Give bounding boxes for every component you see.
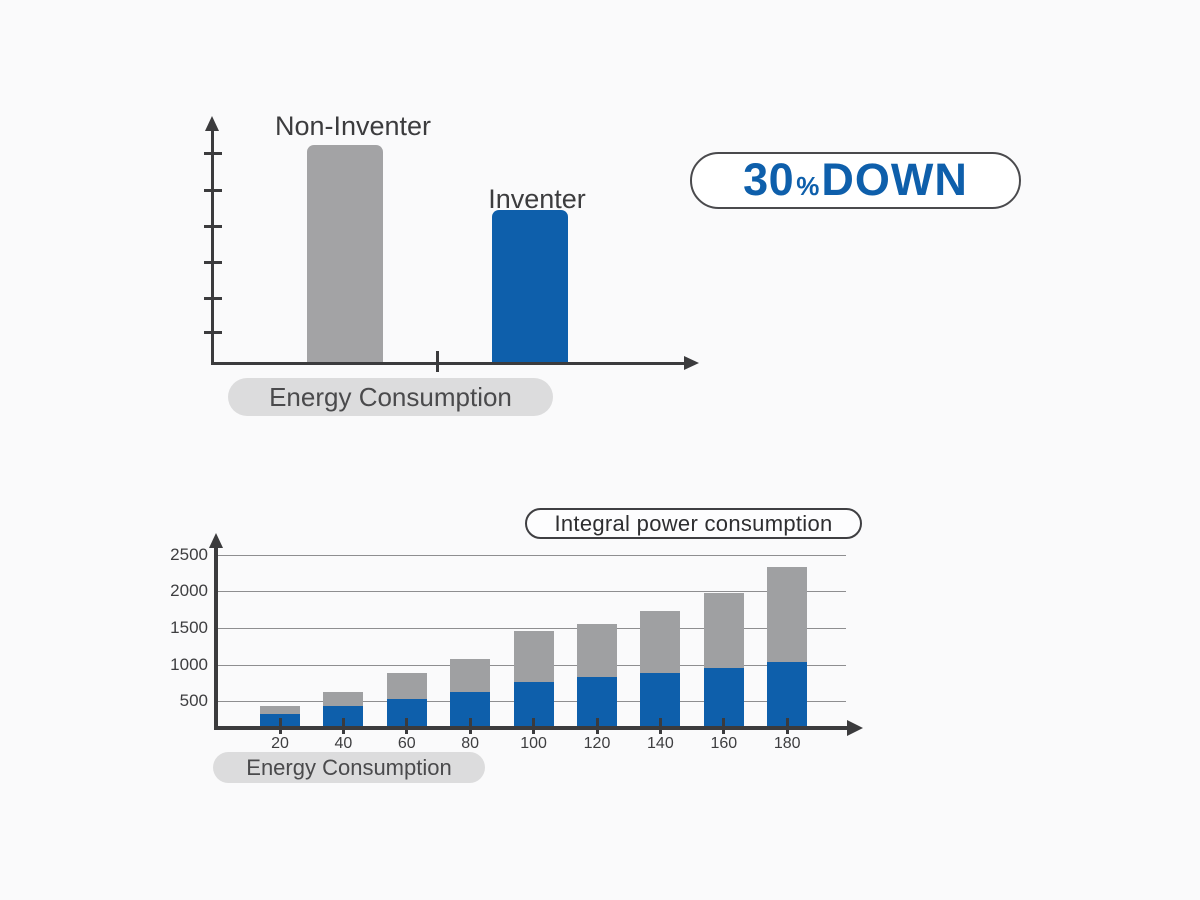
chart1-x-axis-tick [436,351,439,372]
bar-inventer [492,210,568,362]
y-tick-label-2500: 2500 [170,544,208,564]
stacked-bar-inventer-180 [767,662,808,726]
x-axis-tick-60 [405,718,409,734]
x-axis-tick-140 [658,718,662,734]
chart2-y-axis [214,547,218,730]
x-tick-label-120: 120 [583,735,611,752]
x-tick-label-80: 80 [461,735,480,752]
inventer-label: Inventer [488,184,586,214]
badge-word: DOWN [821,154,968,205]
x-tick-label-60: 60 [397,735,416,752]
y-tick-label-500: 500 [179,691,208,711]
chart2-title-pill: Integral power consumption [525,508,862,539]
chart1-x-axis [211,362,689,365]
gridline-2500 [216,554,846,556]
x-axis-tick-20 [278,718,282,734]
x-axis-tick-40 [341,718,345,734]
badge-number: 30 [743,154,795,205]
chart1-y-axis-tick [204,331,222,334]
x-axis-tick-120 [595,718,599,734]
energy-comparison-chart: Non-Inventer Inventer Energy Consumption [190,110,750,430]
chart1-y-axis-tick [204,225,222,228]
x-tick-label-180: 180 [773,735,801,752]
chart2-y-axis-arrowhead [209,533,223,548]
percent-down-badge: 30%DOWN [690,152,1021,209]
x-axis-tick-160 [722,718,726,734]
x-axis-tick-180 [785,718,789,734]
x-tick-label-160: 160 [710,735,738,752]
stacked-bar-inventer-160 [703,668,744,726]
integral-power-consumption-chart: Integral power consumption 500 1000 1500 20… [170,500,890,800]
energy-consumption-caption: Energy Consumption [228,378,553,416]
non-inventer-label: Non-Inventer [274,111,432,141]
energy-consumption-caption-2: Energy Consumption [213,752,485,783]
stacked-bar-inventer-120 [577,676,617,726]
y-tick-label-1000: 1000 [170,654,208,674]
gridline-2000 [216,591,846,593]
chart1-x-axis-arrowhead [684,356,699,370]
stacked-bar-inventer-140 [640,673,681,726]
chart1-y-axis-tick [204,261,222,264]
bar-non-inventer [307,145,383,362]
gridline-1500 [216,627,846,629]
chart1-y-axis-tick [204,152,222,155]
chart1-y-axis-tick [204,297,222,300]
x-axis-tick-80 [468,718,472,734]
stacked-bar-inventer-40 [323,706,364,726]
chart2-x-axis-arrowhead [847,719,863,736]
x-axis-tick-100 [532,718,536,734]
x-tick-label-20: 20 [271,735,289,752]
x-tick-label-40: 40 [334,735,353,752]
chart1-y-axis-arrowhead [205,116,219,131]
y-tick-label-1500: 1500 [170,617,208,637]
chart2-x-axis [214,725,848,730]
chart1-y-axis-tick [204,188,222,192]
chart1-y-axis [211,126,214,364]
badge-percent-sign: % [796,171,820,201]
x-tick-label-100: 100 [520,735,547,752]
y-tick-label-2000: 2000 [170,581,208,601]
x-tick-label-140: 140 [647,735,674,752]
